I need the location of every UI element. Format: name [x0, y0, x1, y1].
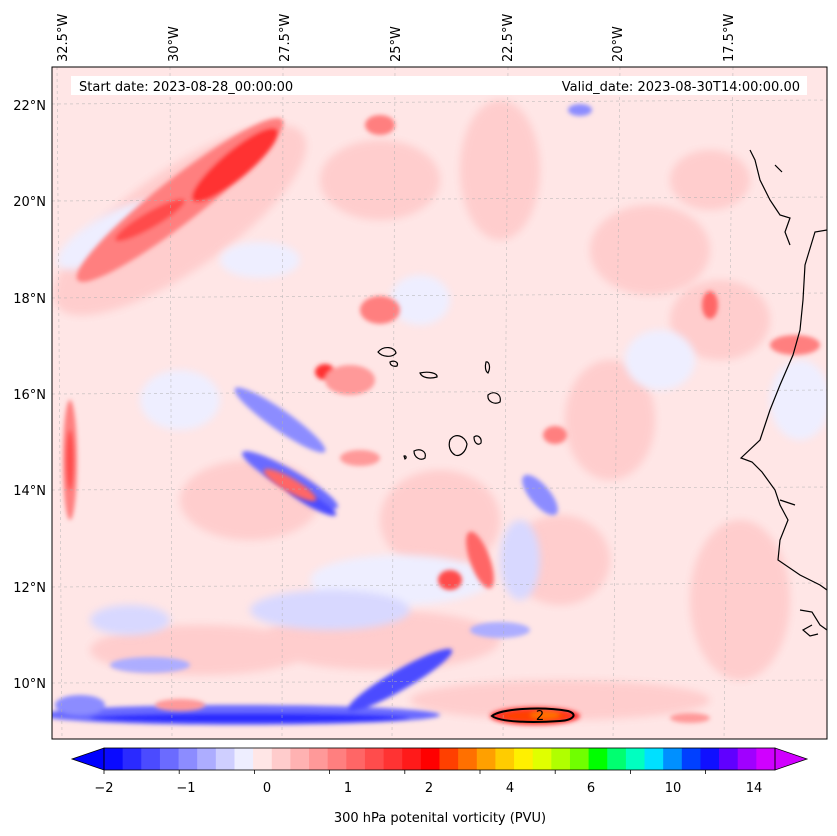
colorbar: −2 −1 0 1 2 4 6 10 14 300 hPa potenital … — [70, 747, 809, 826]
colorbar-segment — [197, 748, 217, 770]
colorbar-segment — [159, 748, 180, 770]
header-info: Start date: 2023-08-28_00:00:00 Valid_da… — [71, 76, 807, 95]
longitude-labels: 32.5°W 30°W 27.5°W 25°W 22.5°W 20°W 17.5… — [56, 14, 737, 62]
colorbar-segment — [290, 748, 310, 770]
lon-label: 20°W — [611, 26, 626, 62]
pv-contour-2 — [490, 707, 575, 723]
lat-label: 10°N — [13, 677, 46, 692]
colorbar-segment — [327, 748, 347, 770]
lon-label: 17.5°W — [722, 14, 737, 62]
valid-date-label: Valid_date: 2023-08-30T14:00:00.00 — [562, 80, 800, 95]
colorbar-segment — [383, 748, 403, 770]
colorbar-segment — [402, 748, 422, 770]
colorbar-segment — [569, 748, 590, 770]
colorbar-segments — [104, 748, 776, 770]
colorbar-segment — [309, 748, 329, 770]
colorbar-tick: 1 — [344, 781, 352, 796]
colorbar-segment — [439, 748, 459, 770]
map-frame — [51, 66, 828, 740]
colorbar-segment — [420, 748, 441, 770]
colorbar-segment — [588, 748, 608, 770]
start-date-label: Start date: 2023-08-28_00:00:00 — [79, 80, 293, 95]
latitude-labels: 22°N 20°N 18°N 16°N 14°N 12°N 10°N — [13, 99, 46, 692]
colorbar-frame — [103, 747, 776, 771]
colorbar-segment — [737, 748, 757, 770]
colorbar-segment — [625, 748, 646, 770]
colorbar-segment — [700, 748, 720, 770]
colorbar-segment — [253, 748, 273, 770]
lon-label: 27.5°W — [278, 14, 293, 62]
colorbar-tick: 0 — [263, 781, 271, 796]
colorbar-segment — [551, 748, 571, 770]
lon-label: 22.5°W — [501, 14, 516, 62]
colorbar-segment — [495, 748, 515, 770]
colorbar-segment — [607, 748, 627, 770]
colorbar-segment — [476, 748, 497, 770]
colorbar-segment — [234, 748, 254, 770]
colorbar-segment — [644, 748, 664, 770]
colorbar-tick: 10 — [665, 781, 682, 796]
colorbar-segment — [122, 748, 142, 770]
lat-label: 16°N — [13, 388, 46, 403]
colorbar-segment — [681, 748, 702, 770]
africa-coastline — [739, 149, 827, 637]
colorbar-tick: 4 — [506, 781, 514, 796]
lat-label: 22°N — [13, 99, 46, 114]
lon-label: 32.5°W — [56, 14, 71, 62]
colorbar-tick: −1 — [176, 781, 195, 796]
lat-label: 20°N — [13, 195, 46, 210]
colorbar-segment — [458, 748, 478, 770]
contour-label: 2 — [536, 709, 544, 724]
lon-label: 30°W — [167, 26, 182, 62]
colorbar-segment — [178, 748, 198, 770]
graticule — [52, 67, 827, 739]
lat-label: 12°N — [13, 581, 46, 596]
colorbar-segment — [141, 748, 161, 770]
colorbar-segment — [364, 748, 385, 770]
colorbar-segment — [756, 748, 776, 770]
lat-label: 18°N — [13, 292, 46, 307]
colorbar-title: 300 hPa potenital vorticity (PVU) — [334, 811, 546, 826]
colorbar-max-extension — [774, 747, 809, 771]
cabo-verde-islands — [377, 347, 501, 460]
colorbar-segment — [215, 748, 236, 770]
colorbar-segment — [346, 748, 366, 770]
colorbar-tick: 14 — [746, 781, 763, 796]
colorbar-tick: 2 — [425, 781, 433, 796]
lat-label: 14°N — [13, 484, 46, 499]
colorbar-tick: −2 — [94, 781, 113, 796]
colorbar-segment — [663, 748, 683, 770]
colorbar-segment — [104, 748, 124, 770]
colorbar-segment — [719, 748, 739, 770]
colorbar-min-extension — [70, 747, 105, 771]
pv-field-positive-strong — [63, 115, 820, 725]
colorbar-segment — [532, 748, 552, 770]
colorbar-tick: 6 — [587, 781, 595, 796]
colorbar-segment — [514, 748, 534, 770]
map-plot-area — [52, 67, 827, 739]
colorbar-ticks — [103, 770, 706, 774]
colorbar-segment — [271, 748, 291, 770]
lon-label: 25°W — [389, 26, 404, 62]
